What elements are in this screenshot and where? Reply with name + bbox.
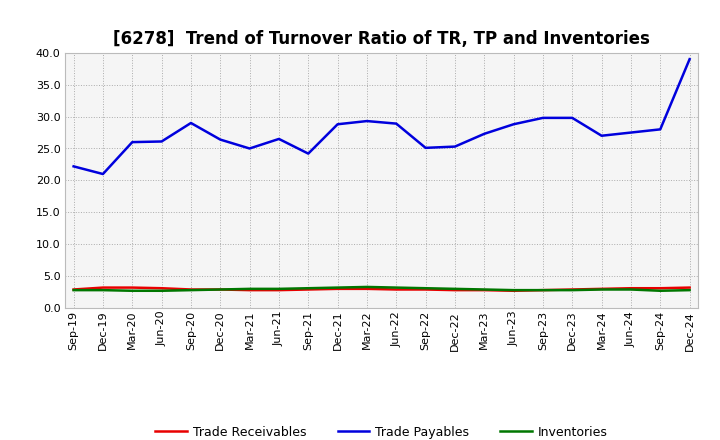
Inventories xyxy=(539,287,547,293)
Line: Trade Payables: Trade Payables xyxy=(73,59,690,174)
Trade Payables xyxy=(333,121,342,127)
Trade Receivables xyxy=(157,286,166,291)
Trade Receivables xyxy=(598,286,606,291)
Line: Trade Receivables: Trade Receivables xyxy=(73,288,690,291)
Trade Receivables xyxy=(186,287,195,292)
Trade Receivables xyxy=(480,287,489,293)
Trade Payables xyxy=(598,133,606,138)
Trade Receivables xyxy=(274,287,283,293)
Line: Inventories: Inventories xyxy=(73,287,690,291)
Trade Payables xyxy=(392,121,400,126)
Trade Payables xyxy=(568,115,577,121)
Trade Receivables xyxy=(421,287,430,292)
Inventories xyxy=(568,287,577,293)
Trade Payables xyxy=(480,131,489,136)
Trade Payables xyxy=(186,120,195,126)
Trade Receivables xyxy=(128,285,137,290)
Trade Receivables xyxy=(333,286,342,291)
Trade Receivables xyxy=(451,287,459,293)
Trade Receivables xyxy=(685,285,694,290)
Inventories xyxy=(186,287,195,293)
Trade Payables xyxy=(509,121,518,127)
Trade Payables xyxy=(69,164,78,169)
Trade Receivables xyxy=(568,287,577,292)
Inventories xyxy=(246,286,254,291)
Inventories xyxy=(392,285,400,290)
Inventories xyxy=(509,287,518,293)
Trade Payables xyxy=(451,144,459,149)
Inventories xyxy=(333,285,342,290)
Inventories xyxy=(216,287,225,292)
Trade Receivables xyxy=(216,287,225,292)
Inventories xyxy=(656,288,665,293)
Trade Payables xyxy=(539,115,547,121)
Inventories xyxy=(274,286,283,291)
Legend: Trade Receivables, Trade Payables, Inventories: Trade Receivables, Trade Payables, Inven… xyxy=(150,422,613,440)
Trade Receivables xyxy=(626,286,635,291)
Inventories xyxy=(626,287,635,292)
Trade Receivables xyxy=(99,285,107,290)
Inventories xyxy=(99,287,107,293)
Trade Payables xyxy=(656,127,665,132)
Inventories xyxy=(598,287,606,292)
Trade Receivables xyxy=(246,287,254,293)
Inventories xyxy=(363,284,372,290)
Trade Payables xyxy=(274,136,283,142)
Title: [6278]  Trend of Turnover Ratio of TR, TP and Inventories: [6278] Trend of Turnover Ratio of TR, TP… xyxy=(113,30,650,48)
Inventories xyxy=(128,288,137,293)
Trade Payables xyxy=(304,151,312,156)
Inventories xyxy=(685,287,694,293)
Trade Receivables xyxy=(69,287,78,292)
Trade Payables xyxy=(246,146,254,151)
Trade Payables xyxy=(421,145,430,150)
Inventories xyxy=(451,286,459,291)
Trade Receivables xyxy=(392,287,400,292)
Trade Receivables xyxy=(539,287,547,293)
Trade Receivables xyxy=(304,287,312,292)
Trade Payables xyxy=(626,130,635,135)
Trade Payables xyxy=(128,139,137,145)
Trade Payables xyxy=(157,139,166,144)
Trade Receivables xyxy=(509,288,518,293)
Trade Receivables xyxy=(656,286,665,291)
Trade Receivables xyxy=(363,286,372,291)
Trade Payables xyxy=(685,56,694,62)
Inventories xyxy=(480,287,489,292)
Trade Payables xyxy=(99,171,107,176)
Inventories xyxy=(157,288,166,293)
Inventories xyxy=(421,286,430,291)
Trade Payables xyxy=(363,118,372,124)
Inventories xyxy=(304,286,312,291)
Trade Payables xyxy=(216,137,225,142)
Inventories xyxy=(69,287,78,293)
